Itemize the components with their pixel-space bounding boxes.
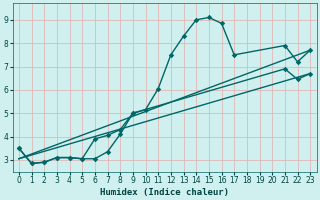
X-axis label: Humidex (Indice chaleur): Humidex (Indice chaleur) bbox=[100, 188, 229, 197]
